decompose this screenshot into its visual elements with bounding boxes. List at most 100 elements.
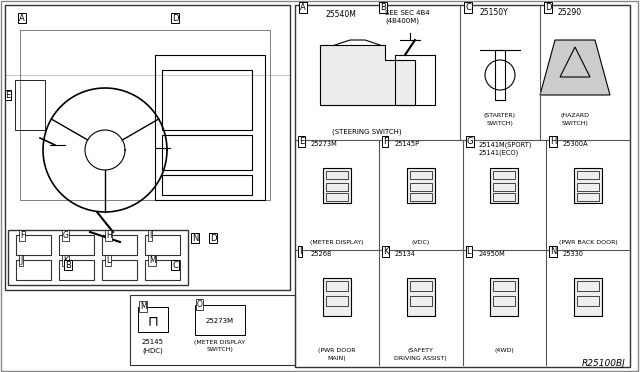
Bar xyxy=(406,278,435,316)
Bar xyxy=(493,193,515,201)
Bar xyxy=(493,296,515,306)
Text: (HDC): (HDC) xyxy=(143,347,163,353)
Bar xyxy=(577,193,599,201)
Bar xyxy=(138,307,168,332)
Text: (HAZARD: (HAZARD xyxy=(561,113,589,118)
Text: MAIN): MAIN) xyxy=(328,356,346,361)
Bar xyxy=(5,5,290,290)
Text: A: A xyxy=(300,3,306,12)
Text: DRIVING ASSIST): DRIVING ASSIST) xyxy=(394,356,447,361)
Text: SEE SEC 4B4: SEE SEC 4B4 xyxy=(385,10,429,16)
Text: 25330: 25330 xyxy=(563,251,583,257)
Bar xyxy=(410,296,431,306)
Bar xyxy=(493,171,515,179)
Text: (SAFETY: (SAFETY xyxy=(408,348,433,353)
Text: 25273M: 25273M xyxy=(311,141,338,147)
Text: N: N xyxy=(192,234,198,243)
Bar xyxy=(410,183,431,191)
Text: A: A xyxy=(19,13,25,22)
Bar xyxy=(130,295,295,365)
Bar xyxy=(410,281,431,291)
Text: J: J xyxy=(20,256,22,265)
Bar xyxy=(145,235,180,255)
Text: H: H xyxy=(106,231,112,240)
Bar xyxy=(406,168,435,203)
Bar xyxy=(490,168,518,203)
Bar xyxy=(16,235,51,255)
Text: L: L xyxy=(467,247,471,256)
Text: SWITCH): SWITCH) xyxy=(207,347,234,352)
Bar xyxy=(59,260,94,280)
Text: F: F xyxy=(383,137,388,146)
Text: (STARTER): (STARTER) xyxy=(484,113,516,118)
Text: N: N xyxy=(550,247,557,256)
Bar xyxy=(8,230,188,285)
Text: F: F xyxy=(20,231,24,240)
Text: SWITCH): SWITCH) xyxy=(561,121,588,126)
Bar xyxy=(295,5,630,367)
Bar xyxy=(577,183,599,191)
Text: M: M xyxy=(149,256,156,265)
Text: (METER DISPLAY: (METER DISPLAY xyxy=(195,340,246,345)
Text: B: B xyxy=(65,260,71,269)
Text: C: C xyxy=(172,260,178,269)
Text: (STEERING SWITCH): (STEERING SWITCH) xyxy=(332,128,402,135)
Text: G: G xyxy=(467,137,473,146)
Bar xyxy=(323,278,351,316)
Bar xyxy=(577,296,599,306)
Bar xyxy=(410,171,431,179)
Bar xyxy=(145,260,180,280)
Text: I: I xyxy=(299,247,301,256)
Text: D: D xyxy=(172,13,179,22)
Text: ⊓: ⊓ xyxy=(148,314,159,328)
Text: 25290: 25290 xyxy=(558,8,582,17)
Text: G: G xyxy=(63,231,69,240)
Text: 25145: 25145 xyxy=(142,339,164,345)
Text: 25300A: 25300A xyxy=(563,141,588,147)
Text: 25268: 25268 xyxy=(311,251,332,257)
Bar xyxy=(574,278,602,316)
Bar xyxy=(59,235,94,255)
Bar xyxy=(195,305,245,335)
Text: 25273M: 25273M xyxy=(206,318,234,324)
Text: 25540M: 25540M xyxy=(325,10,356,19)
Bar xyxy=(162,135,252,170)
Text: D: D xyxy=(210,234,216,243)
Bar xyxy=(490,278,518,316)
Bar xyxy=(15,80,45,130)
Bar xyxy=(326,296,348,306)
Bar xyxy=(326,281,348,291)
Text: (PWR DOOR: (PWR DOOR xyxy=(318,348,356,353)
Bar xyxy=(410,193,431,201)
Bar xyxy=(577,171,599,179)
Text: SWITCH): SWITCH) xyxy=(486,121,513,126)
Bar xyxy=(323,168,351,203)
Bar xyxy=(162,70,252,130)
Text: 25150Y: 25150Y xyxy=(480,8,509,17)
Polygon shape xyxy=(540,40,610,95)
Text: R25100BJ: R25100BJ xyxy=(581,359,625,368)
Text: L: L xyxy=(106,256,110,265)
Text: (PWR BACK DOOR): (PWR BACK DOOR) xyxy=(559,240,618,245)
Text: K: K xyxy=(383,247,388,256)
Text: 24950M: 24950M xyxy=(479,251,505,257)
Text: E: E xyxy=(5,90,11,99)
Bar xyxy=(493,281,515,291)
Bar xyxy=(102,260,137,280)
Bar xyxy=(102,235,137,255)
Bar xyxy=(577,281,599,291)
Text: D: D xyxy=(545,3,552,12)
Bar xyxy=(493,183,515,191)
Text: (METER DISPLAY): (METER DISPLAY) xyxy=(310,240,364,245)
Text: 25134: 25134 xyxy=(395,251,416,257)
Text: B: B xyxy=(380,3,386,12)
Text: (VDC): (VDC) xyxy=(412,240,429,245)
Text: O: O xyxy=(197,300,203,309)
Text: (4B400M): (4B400M) xyxy=(385,17,419,23)
Text: C: C xyxy=(465,3,471,12)
Text: I: I xyxy=(149,231,151,240)
Text: 25141(ECO): 25141(ECO) xyxy=(479,149,519,155)
Text: H: H xyxy=(550,137,557,146)
Bar xyxy=(574,168,602,203)
Text: (4WD): (4WD) xyxy=(495,348,515,353)
